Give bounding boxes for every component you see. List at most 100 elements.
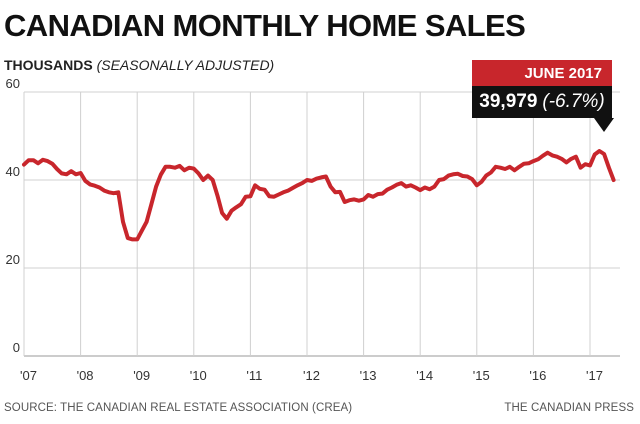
data-point xyxy=(541,154,545,158)
data-point xyxy=(145,220,149,224)
data-point xyxy=(314,177,318,181)
data-point xyxy=(178,164,182,168)
data-point xyxy=(229,209,234,213)
data-point xyxy=(536,157,540,161)
data-point xyxy=(248,194,252,198)
data-point xyxy=(154,185,158,189)
data-point xyxy=(211,178,215,182)
data-point xyxy=(456,172,460,176)
data-point xyxy=(399,181,403,185)
data-point xyxy=(36,161,40,165)
data-point xyxy=(588,163,592,168)
series-group xyxy=(22,149,616,242)
data-point xyxy=(291,186,295,190)
x-tick-label: '17 xyxy=(586,368,603,383)
data-point xyxy=(479,180,484,184)
x-axis-labels: '07 '08 '09 '10 '11 '12 '13 '14 '15 '16 '17 xyxy=(20,368,603,383)
callout-pointer xyxy=(594,118,614,132)
data-point xyxy=(461,174,465,178)
x-tick-label: '15 xyxy=(473,368,490,383)
data-point xyxy=(220,211,224,215)
data-point xyxy=(338,190,342,194)
data-point xyxy=(380,192,385,196)
data-point xyxy=(522,162,526,166)
data-point xyxy=(569,157,573,161)
x-tick-label: '14 xyxy=(416,368,433,383)
y-axis-labels: 0 20 40 60 xyxy=(6,76,20,355)
data-point xyxy=(225,217,229,221)
data-point xyxy=(579,166,583,170)
data-point xyxy=(385,188,389,192)
data-point xyxy=(31,158,35,162)
data-point xyxy=(79,171,83,175)
data-point xyxy=(121,220,125,224)
data-point xyxy=(508,165,512,169)
data-point xyxy=(27,158,31,162)
y-tick-label: 20 xyxy=(6,252,20,267)
data-point xyxy=(527,161,531,165)
data-point xyxy=(163,165,168,169)
data-point xyxy=(442,177,446,181)
data-point xyxy=(50,162,54,166)
data-point xyxy=(612,178,616,182)
data-point xyxy=(201,178,205,182)
data-point xyxy=(55,167,59,171)
data-point xyxy=(395,183,399,187)
data-point xyxy=(159,173,163,177)
data-point xyxy=(423,185,427,190)
data-point xyxy=(93,184,97,188)
data-point xyxy=(187,166,191,170)
y-tick-label: 0 xyxy=(13,340,20,355)
data-point xyxy=(234,205,238,209)
data-point xyxy=(319,175,323,179)
data-point xyxy=(602,152,606,156)
data-point xyxy=(531,159,536,163)
data-point xyxy=(112,191,116,195)
data-point xyxy=(574,155,578,159)
data-point xyxy=(206,174,210,178)
data-point xyxy=(607,166,611,170)
data-point xyxy=(352,197,356,201)
x-tick-label: '13 xyxy=(360,368,377,383)
data-point xyxy=(281,190,285,194)
x-tick-label: '09 xyxy=(133,368,150,383)
data-point xyxy=(267,194,271,198)
data-point xyxy=(272,195,276,199)
data-point xyxy=(432,185,436,189)
data-point xyxy=(371,195,375,199)
x-tick-label: '16 xyxy=(529,368,546,383)
data-point xyxy=(196,171,201,175)
callout-value-box: 39,979 (-6.7%) xyxy=(472,86,612,118)
data-point xyxy=(258,187,262,191)
data-point xyxy=(550,153,554,157)
data-point xyxy=(329,185,333,189)
data-point xyxy=(366,193,370,197)
data-point xyxy=(357,199,361,203)
data-point xyxy=(409,183,413,187)
data-point xyxy=(465,174,469,179)
data-point xyxy=(64,172,69,176)
data-point xyxy=(239,202,243,206)
data-point xyxy=(489,170,493,175)
data-point xyxy=(324,174,328,179)
line-chart: 0 20 40 60 '07 '08 '09 '10 '11 '12 '13 '14 '15 '16 '1… xyxy=(6,76,620,383)
data-point xyxy=(475,183,479,187)
data-point xyxy=(446,174,451,178)
data-point xyxy=(555,155,559,159)
data-point xyxy=(296,183,300,187)
callout-change: (-6.7%) xyxy=(542,91,605,112)
callout-value: 39,979 xyxy=(479,91,538,112)
data-point xyxy=(597,149,602,153)
y-tick-label: 60 xyxy=(6,76,20,91)
data-point xyxy=(97,185,102,190)
data-point xyxy=(149,202,153,206)
data-point xyxy=(182,168,186,172)
data-point xyxy=(560,157,564,161)
chart-title: CANADIAN MONTHLY HOME SALES xyxy=(4,8,526,43)
x-tick-label: '07 xyxy=(20,368,37,383)
data-point xyxy=(102,189,106,193)
data-point xyxy=(244,195,248,199)
data-point xyxy=(130,237,135,241)
data-point xyxy=(593,152,597,157)
data-point xyxy=(390,185,394,190)
